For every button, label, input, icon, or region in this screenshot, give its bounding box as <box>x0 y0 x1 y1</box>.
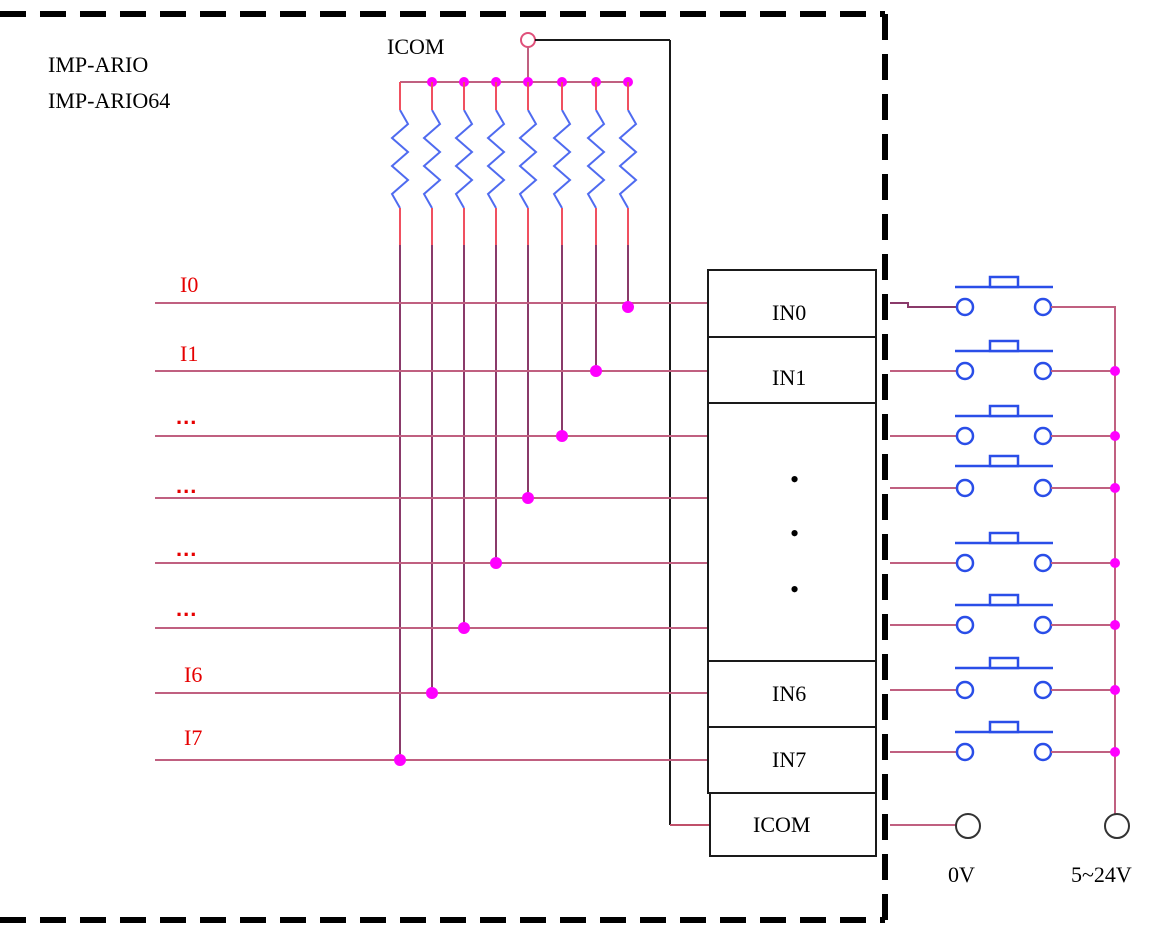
resistor-array <box>390 109 638 209</box>
terminal-label-in0: IN0 <box>772 300 806 325</box>
terminal-ellipsis-2: • <box>790 519 799 548</box>
zero-volt-label: 0V <box>948 862 975 887</box>
zero-volt-terminal <box>955 813 981 839</box>
switch-0 <box>955 275 1053 317</box>
switch-6 <box>955 656 1053 700</box>
terminal-ellipsis-1: • <box>790 465 799 494</box>
terminal-label-icom: ICOM <box>753 812 810 837</box>
switch-left-wires <box>890 302 957 826</box>
resistor-7 <box>618 109 638 209</box>
terminal-icom <box>709 792 877 857</box>
signal-label-dots-4: ... <box>176 536 197 561</box>
terminal-in6 <box>707 660 877 728</box>
resistor-3 <box>486 109 506 209</box>
module-boundary <box>0 11 888 923</box>
signal-wires <box>155 302 710 761</box>
supply-volt-terminal <box>1104 813 1130 839</box>
terminal-middle <box>707 402 877 662</box>
terminal-block <box>707 269 877 857</box>
signal-junctions <box>394 301 634 766</box>
supply-bus-junctions <box>1110 366 1120 757</box>
signal-label-dots-2: ... <box>176 404 197 429</box>
terminal-label-in1: IN1 <box>772 365 806 390</box>
switch-5 <box>955 593 1053 635</box>
terminal-ellipsis-3: • <box>790 575 799 604</box>
resistor-bottom-leads-red <box>399 208 629 245</box>
resistor-drop-wires <box>399 245 629 760</box>
signal-label-i0: I0 <box>180 272 198 297</box>
terminal-in1 <box>707 336 877 404</box>
switch-4 <box>955 531 1053 573</box>
terminal-in0 <box>707 269 877 338</box>
icom-wire <box>535 39 710 826</box>
icom-top-terminal <box>520 32 536 48</box>
signal-label-i7: I7 <box>184 725 202 750</box>
module-name-line1: IMP-ARIO <box>48 52 148 77</box>
push-switches <box>955 275 1053 762</box>
terminal-label-in6: IN6 <box>772 681 806 706</box>
supply-volt-label: 5~24V <box>1071 862 1132 887</box>
supply-bus-wires <box>1051 306 1116 815</box>
resistor-5 <box>552 109 572 209</box>
resistor-4 <box>518 109 538 209</box>
switch-3 <box>955 454 1053 498</box>
terminal-label-in7: IN7 <box>772 747 806 772</box>
terminal-in7 <box>707 726 877 794</box>
icom-top-label: ICOM <box>387 34 444 59</box>
resistor-2 <box>454 109 474 209</box>
resistor-6 <box>586 109 606 209</box>
switch-7 <box>955 720 1053 762</box>
resistor-1 <box>422 109 442 209</box>
signal-label-dots-5: ... <box>176 596 197 621</box>
switch-2 <box>955 404 1053 446</box>
signal-label-dots-3: ... <box>176 473 197 498</box>
module-name-line2: IMP-ARIO64 <box>48 88 170 113</box>
signal-label-i6: I6 <box>184 662 202 687</box>
resistor-top-leads <box>399 82 629 110</box>
switch-1 <box>955 339 1053 381</box>
signal-label-i1: I1 <box>180 341 198 366</box>
resistor-0 <box>390 109 410 209</box>
